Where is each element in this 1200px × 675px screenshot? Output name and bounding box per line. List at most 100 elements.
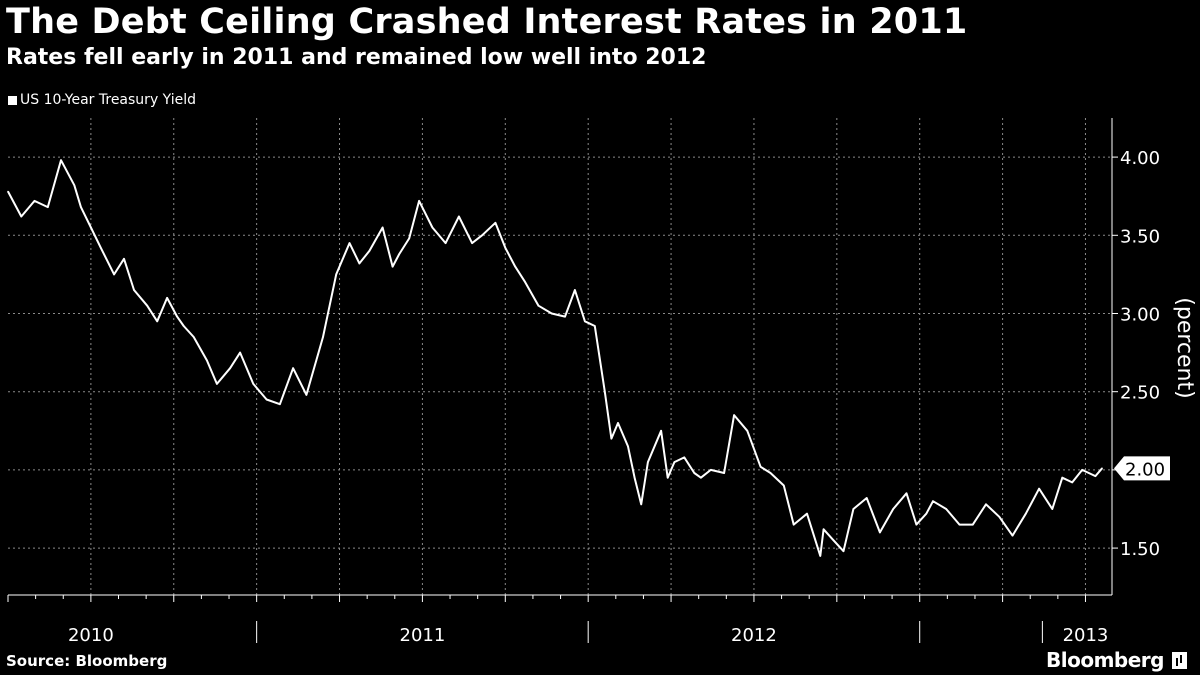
data-point	[759, 465, 762, 468]
data-point	[252, 383, 255, 385]
chart-title: The Debt Ceiling Crashed Interest Rates …	[6, 2, 968, 42]
data-point	[265, 398, 268, 401]
data-point	[617, 422, 619, 424]
data-point	[7, 190, 9, 193]
data-point	[892, 508, 894, 510]
data-point	[905, 492, 908, 495]
brand-name: Bloomberg	[1046, 648, 1164, 672]
label-layer: 2.00	[1114, 456, 1170, 481]
data-point	[932, 500, 934, 502]
data-point	[514, 265, 517, 268]
data-point	[1051, 508, 1054, 510]
data-point	[458, 215, 460, 218]
data-point	[550, 312, 553, 315]
y-tick-label: 2.50	[1120, 383, 1160, 404]
legend-swatch	[8, 95, 17, 105]
data-point	[985, 503, 987, 506]
data-point	[610, 437, 613, 440]
data-point	[418, 200, 420, 202]
data-point	[710, 469, 712, 471]
data-point	[524, 281, 526, 284]
data-point	[733, 414, 735, 416]
data-point	[166, 297, 168, 299]
data-point	[391, 265, 394, 268]
year-label: 2010	[68, 625, 114, 646]
data-point	[60, 159, 62, 162]
data-point	[647, 461, 649, 463]
data-point	[660, 429, 662, 432]
data-point	[182, 325, 185, 327]
data-point	[627, 445, 629, 448]
data-point	[133, 289, 135, 291]
data-point	[292, 367, 294, 370]
data-point	[958, 523, 961, 526]
data-point	[683, 456, 686, 459]
data-point	[20, 215, 23, 218]
data-point	[673, 461, 676, 463]
data-point	[822, 528, 825, 531]
data-point	[594, 325, 596, 327]
data-point	[471, 242, 473, 244]
y-tick-label: 3.00	[1120, 304, 1160, 325]
data-point	[113, 273, 115, 276]
data-point	[192, 336, 195, 338]
data-point	[398, 253, 401, 255]
data-point	[206, 359, 208, 362]
data-point	[842, 550, 845, 553]
data-point	[229, 367, 231, 370]
data-point	[1094, 475, 1097, 477]
data-point	[865, 497, 868, 499]
data-point	[504, 247, 507, 249]
data-point	[444, 242, 447, 244]
data-point	[666, 476, 669, 479]
data-point	[358, 262, 361, 265]
data-point	[971, 523, 974, 526]
data-point	[574, 289, 576, 291]
data-point	[925, 512, 928, 515]
data-point	[348, 242, 351, 244]
data-point	[769, 472, 772, 474]
data-point	[408, 237, 410, 240]
data-point	[1061, 476, 1064, 479]
y-tick-label: 1.50	[1120, 539, 1160, 560]
data-point	[603, 390, 606, 393]
data-point	[1101, 467, 1103, 470]
data-point	[46, 206, 49, 208]
data-point	[782, 484, 785, 487]
data-point	[305, 394, 308, 396]
series-layer	[7, 159, 1103, 557]
year-label: 2012	[731, 625, 777, 646]
data-point	[481, 234, 483, 237]
data-point	[1025, 512, 1027, 515]
data-point	[100, 247, 102, 249]
data-point	[315, 359, 318, 362]
data-point	[156, 320, 158, 323]
data-point	[693, 472, 696, 474]
last-value-badge	[1114, 456, 1170, 481]
data-point	[176, 315, 178, 318]
last-value-label: 2.00	[1125, 459, 1165, 480]
data-point	[123, 257, 125, 260]
data-point	[279, 403, 281, 406]
data-point	[322, 336, 324, 338]
data-point	[146, 304, 149, 307]
data-point	[746, 429, 749, 432]
series-line	[7, 159, 1103, 557]
data-point	[584, 320, 586, 323]
data-point	[1011, 534, 1014, 537]
data-point	[1081, 469, 1083, 471]
data-point	[879, 531, 881, 534]
data-point	[806, 512, 808, 515]
data-point	[945, 508, 948, 510]
data-point	[33, 200, 36, 202]
data-point	[335, 273, 338, 276]
data-point	[832, 539, 835, 542]
grid-layer	[8, 118, 1112, 595]
data-point	[368, 250, 371, 252]
data-point	[431, 226, 434, 229]
data-point	[915, 523, 918, 526]
y-axis-title: (percent)	[1172, 297, 1197, 398]
legend: US 10-Year Treasury Yield	[8, 92, 196, 108]
data-point	[998, 516, 1001, 518]
